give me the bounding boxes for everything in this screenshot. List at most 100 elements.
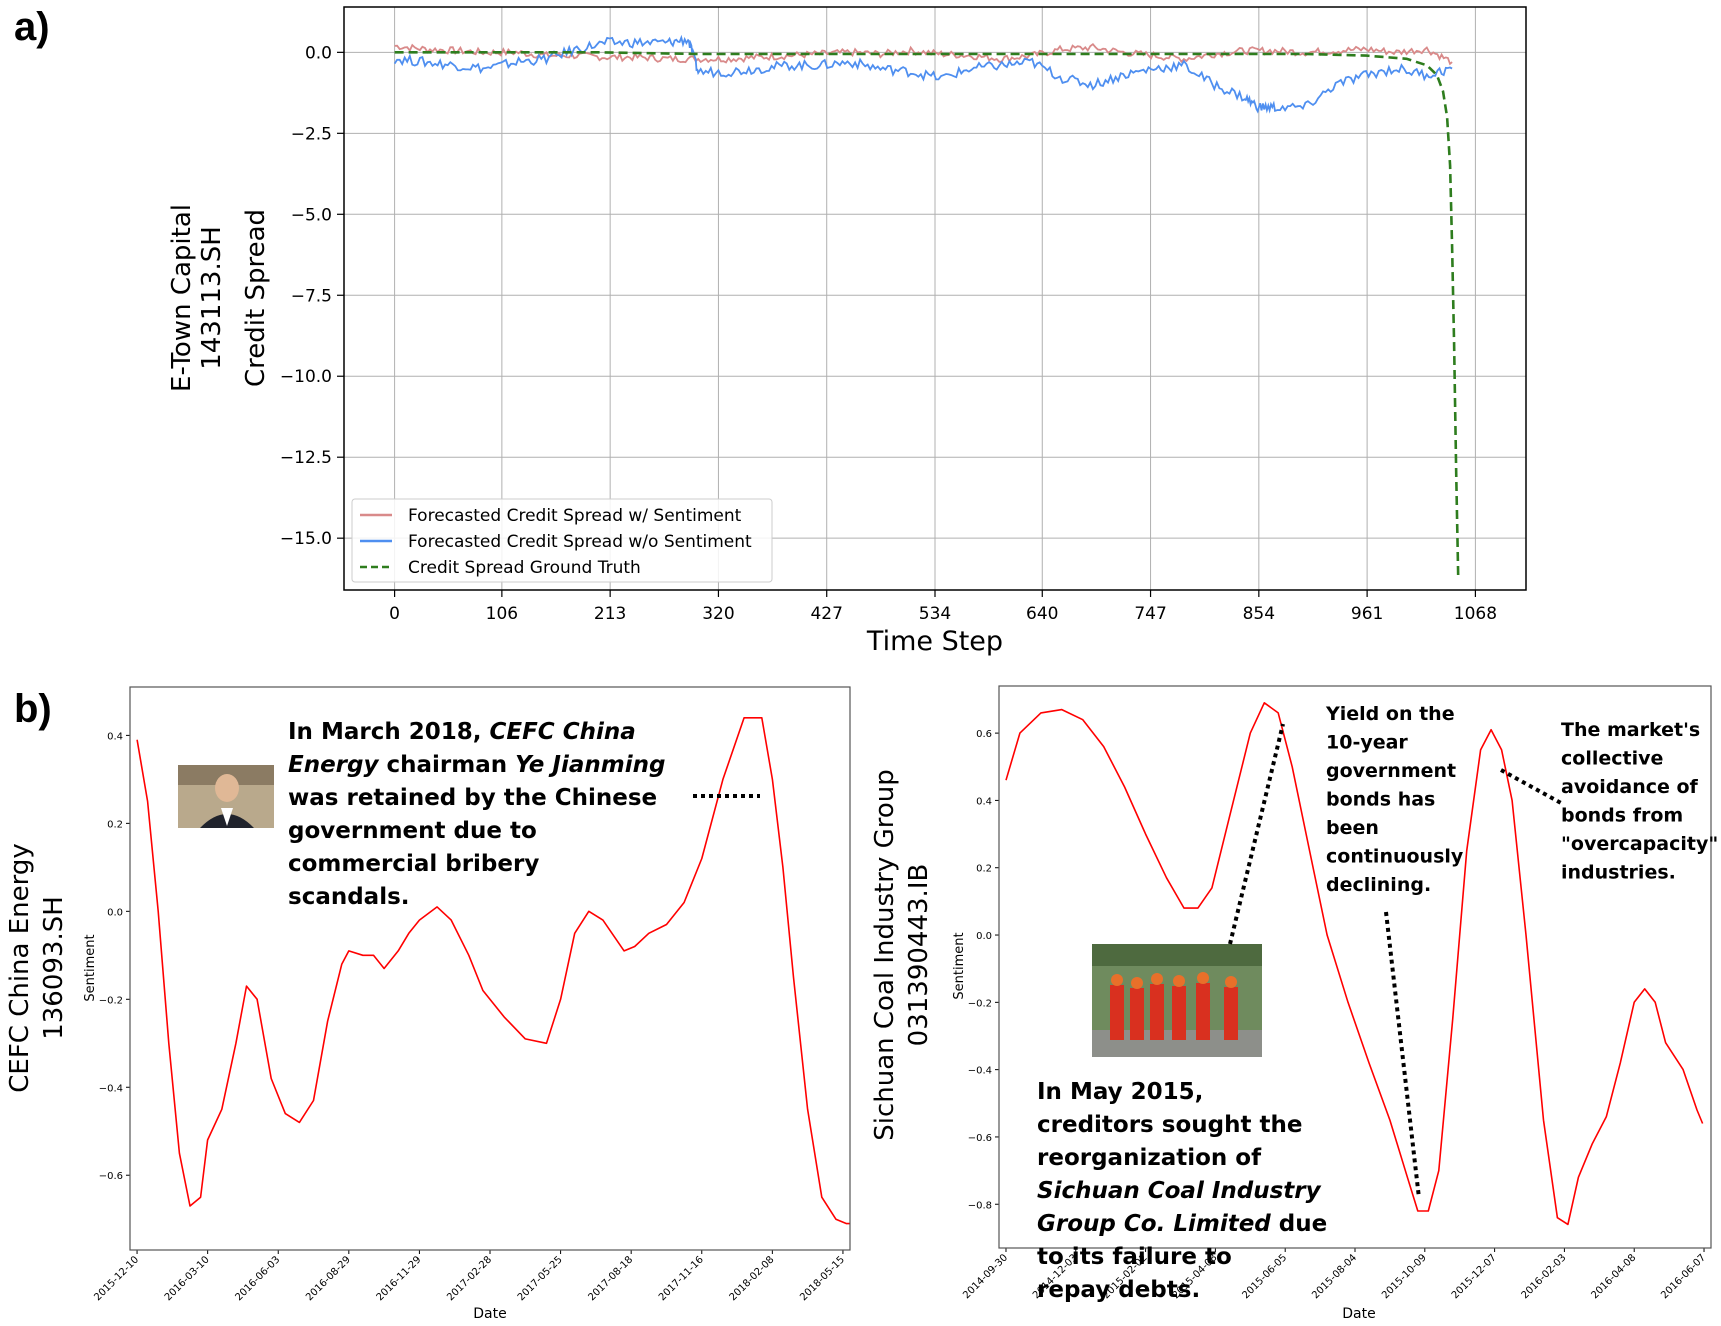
overcapacity-annotation-line: industries. <box>1561 862 1676 884</box>
company-label-line-2: 031390443.IB <box>904 864 934 1047</box>
legend-label-ground-truth: Credit Spread Ground Truth <box>408 558 641 578</box>
y-tick-label: −15.0 <box>280 529 332 549</box>
photo-of-miners <box>1092 944 1262 1057</box>
overcapacity-annotation-line: bonds from <box>1561 805 1683 827</box>
bond-yield-annotation-line: declining. <box>1326 874 1431 896</box>
y-tick-label: −0.2 <box>968 998 992 1009</box>
x-tick-label: 2016-06-07 <box>1659 1252 1708 1301</box>
y-tick-label: 0.4 <box>976 796 992 807</box>
x-tick-label: 2016-06-03 <box>233 1254 282 1303</box>
sentiment-line <box>136 717 850 1225</box>
x-tick-label: 2015-12-10 <box>92 1254 141 1303</box>
axis-ticks: 0 106 213 320 427 534 640 747 854 961 1068 0.0 −2.5 −… <box>280 43 1497 624</box>
y-tick-label: 0.0 <box>107 907 123 918</box>
overcapacity-annotation-line: avoidance of <box>1561 776 1699 798</box>
y-tick-label: −5.0 <box>291 205 332 225</box>
x-tick-label: 1068 <box>1454 604 1497 624</box>
plot-frame <box>343 6 1527 591</box>
bond-yield-annotation-line: Yield on the <box>1325 703 1455 725</box>
series-without-sentiment <box>393 34 1453 114</box>
y-axis-label: Sentiment <box>952 932 967 999</box>
x-tick-label: 854 <box>1243 604 1275 624</box>
y-tick-label: −12.5 <box>280 448 332 468</box>
y-tick-label: −7.5 <box>291 286 332 306</box>
y-axis-label-line-2: 143113.SH <box>197 226 227 370</box>
legend: Forecasted Credit Spread w/ Sentiment Fo… <box>351 498 773 583</box>
x-tick-label: 2016-04-08 <box>1589 1252 1638 1301</box>
x-tick-label: 2016-08-29 <box>304 1254 353 1303</box>
y-tick-label: 0.2 <box>976 864 992 875</box>
sentiment-line <box>1005 702 1704 1226</box>
y-tick-label: −10.0 <box>280 367 332 387</box>
series-ground-truth <box>394 51 1460 578</box>
bond-yield-annotation-line: been <box>1326 817 1379 839</box>
sichuan-coal-sentiment-chart: 0.6 0.4 0.2 0.0 −0.2 −0.4 −0.6 −0.8 2014-09-30 20… <box>870 685 1718 1322</box>
series-group <box>393 34 1460 578</box>
plot-frame <box>998 685 1712 1249</box>
bond-yield-annotation-line: bonds has <box>1326 789 1435 811</box>
x-tick-label: 640 <box>1026 604 1058 624</box>
x-tick-label: 2018-05-15 <box>798 1254 847 1303</box>
company-label-line-1: Sichuan Coal Industry Group <box>870 769 900 1141</box>
x-tick-label: 2016-03-10 <box>163 1254 212 1303</box>
y-tick-label: −0.6 <box>968 1133 992 1144</box>
panel-b-label: b) <box>14 687 52 731</box>
y-tick-label: −0.2 <box>99 995 123 1006</box>
cefc-annotation: In March 2018, CEFC China Energy chairman… <box>288 719 665 910</box>
panel-a-label: a) <box>14 5 50 49</box>
overcapacity-annotation-line: "overcapacity" <box>1561 833 1718 855</box>
x-tick-label: 427 <box>810 604 842 624</box>
x-axis-label: Date <box>1342 1306 1375 1322</box>
legend-box <box>351 498 773 583</box>
x-tick-label: 106 <box>486 604 518 624</box>
x-tick-label: 0 <box>389 604 400 624</box>
x-tick-label: 2017-11-16 <box>657 1254 706 1303</box>
series-group <box>136 717 850 1225</box>
x-tick-label: 2015-08-04 <box>1310 1252 1359 1301</box>
x-tick-label: 213 <box>594 604 626 624</box>
y-tick-label: 0.0 <box>976 931 992 942</box>
y-tick-label: −2.5 <box>291 124 332 144</box>
x-tick-label: 2014-09-30 <box>961 1252 1010 1301</box>
y-axis-label-line-1: E-Town Capital <box>167 204 197 392</box>
x-tick-label: 2017-08-18 <box>586 1254 635 1303</box>
y-tick-label: 0.4 <box>107 731 123 742</box>
company-label-line-1: CEFC China Energy <box>5 843 35 1093</box>
company-label-line-2: 136093.SH <box>39 896 69 1040</box>
legend-label-with-sentiment: Forecasted Credit Spread w/ Sentiment <box>408 506 742 526</box>
overcapacity-annotation: The market's collective avoidance of bonds … <box>1561 719 1718 884</box>
y-tick-label: 0.6 <box>976 729 992 740</box>
photo-of-chairman <box>178 765 274 828</box>
x-tick-label: 2017-05-25 <box>516 1254 565 1303</box>
bond-yield-annotation-line: government <box>1326 760 1456 782</box>
x-tick-label: 747 <box>1134 604 1166 624</box>
y-axis-label: Sentiment <box>83 934 98 1001</box>
x-axis-label: Date <box>473 1306 506 1322</box>
bond-yield-annotation: Yield on the 10-year government bonds has be… <box>1325 703 1464 896</box>
y-tick-label: −0.8 <box>968 1200 992 1211</box>
bond-yield-annotation-line: 10-year <box>1326 732 1408 754</box>
pointer-to-photo <box>1228 723 1285 945</box>
overcapacity-annotation-line: The market's <box>1561 719 1700 741</box>
bond-yield-annotation-line: continuously <box>1326 846 1464 868</box>
reorganization-annotation: In May 2015, creditors sought the reorgani… <box>1037 1079 1327 1303</box>
y-tick-label: 0.0 <box>305 43 332 63</box>
y-tick-label: −0.4 <box>99 1083 123 1094</box>
x-tick-label: 320 <box>702 604 734 624</box>
x-axis-label: Time Step <box>866 626 1003 657</box>
x-tick-label: 2017-02-28 <box>445 1254 494 1303</box>
x-tick-label: 2015-06-05 <box>1240 1252 1289 1301</box>
x-tick-label: 2015-10-09 <box>1380 1252 1429 1301</box>
y-tick-label: −0.4 <box>968 1066 992 1077</box>
plot-frame <box>129 686 851 1251</box>
pointer-to-trough <box>1384 911 1421 1199</box>
pointer-to-peak <box>1500 768 1562 805</box>
x-tick-label: 961 <box>1351 604 1383 624</box>
cefc-sentiment-chart: 0.4 0.2 0.0 −0.2 −0.4 −0.6 2015-12-10 2016-03-1… <box>5 686 851 1322</box>
x-tick-label: 2016-02-03 <box>1520 1252 1569 1301</box>
x-tick-label: 2015-12-07 <box>1450 1252 1499 1301</box>
legend-label-without-sentiment: Forecasted Credit Spread w/o Sentiment <box>408 532 752 552</box>
y-tick-label: −0.6 <box>99 1171 123 1182</box>
credit-spread-chart: 0 106 213 320 427 534 640 747 854 961 1068 0.0 −2.5 −… <box>167 6 1527 657</box>
